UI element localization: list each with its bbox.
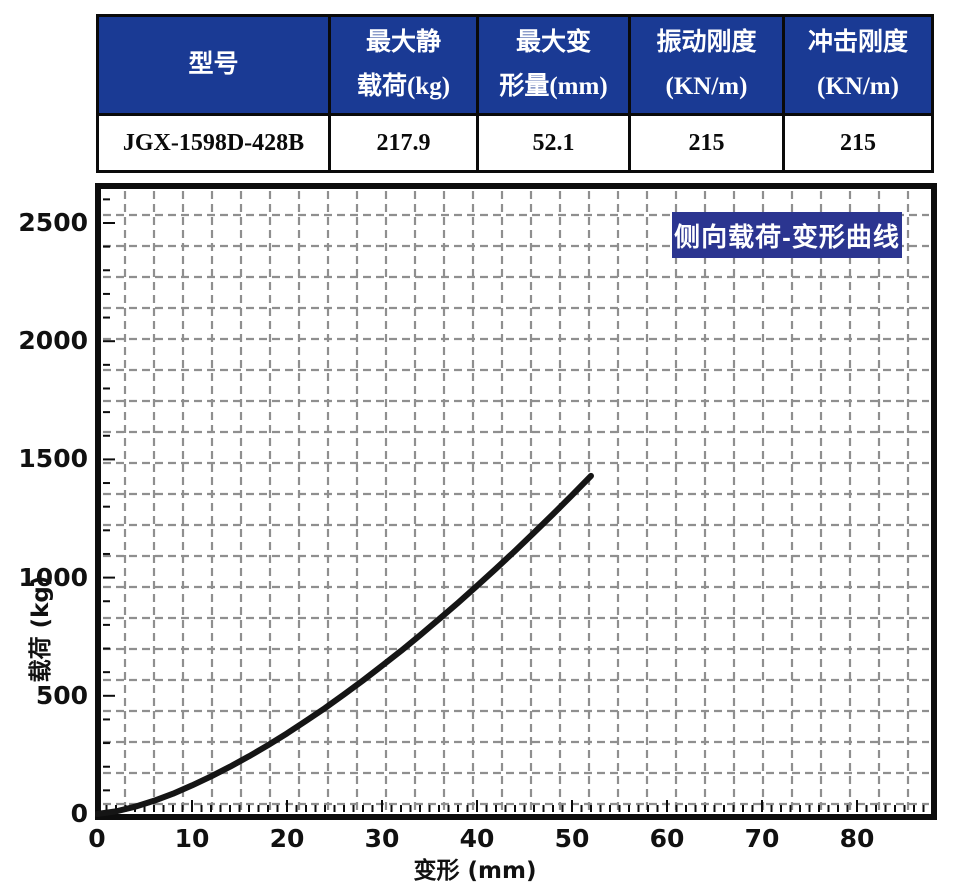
y-tick-label: 500 — [35, 680, 88, 710]
header-max-deformation: 最大变 形量(mm) — [476, 14, 631, 116]
x-tick-label: 60 — [649, 824, 685, 853]
x-axis-title: 变形 (mm) — [413, 858, 537, 884]
cell-model: JGX-1598D-428B — [96, 113, 331, 173]
header-model: 型号 — [96, 14, 331, 116]
y-tick-label: 0 — [70, 799, 88, 828]
header-vibration-stiffness: 振动刚度 (KN/m) — [628, 14, 785, 116]
spec-table: 型号 最大静 载荷(kg) 最大变 形量(mm) 振动刚度 (KN/m) 冲击刚… — [96, 14, 934, 173]
chart-title-badge: 侧向载荷-变形曲线 — [672, 212, 902, 258]
cell-max-static-load: 217.9 — [328, 113, 479, 173]
cell-impact-stiffness: 215 — [782, 113, 934, 173]
x-tick-label: 40 — [459, 824, 495, 853]
y-tick-label: 2000 — [18, 326, 88, 356]
table-row: JGX-1598D-428B 217.9 52.1 215 215 — [96, 113, 934, 173]
x-tick-label: 0 — [88, 824, 106, 853]
cell-vibration-stiffness: 215 — [628, 113, 785, 173]
cell-max-deformation: 52.1 — [476, 113, 631, 173]
y-tick-label: 2500 — [18, 208, 88, 237]
x-tick-label: 70 — [744, 824, 780, 853]
chart-plot-area — [95, 191, 929, 817]
spec-table-header-row: 型号 最大静 载荷(kg) 最大变 形量(mm) 振动刚度 (KN/m) 冲击刚… — [96, 14, 934, 116]
header-impact-stiffness: 冲击刚度 (KN/m) — [782, 14, 934, 116]
chart-title: 侧向载荷-变形曲线 — [674, 221, 900, 252]
load-deformation-chart: 侧向载荷-变形曲线 — [95, 183, 937, 820]
x-tick-label: 10 — [174, 824, 210, 853]
y-tick-label: 1500 — [18, 444, 88, 474]
x-tick-label: 30 — [364, 824, 400, 853]
x-tick-label: 50 — [554, 824, 590, 853]
header-max-static-load: 最大静 载荷(kg) — [328, 14, 479, 116]
x-tick-label: 80 — [839, 824, 875, 853]
y-tick-label: 1000 — [18, 562, 88, 592]
x-tick-label: 20 — [269, 824, 305, 853]
y-axis-title: 载荷 (kg) — [28, 575, 54, 683]
